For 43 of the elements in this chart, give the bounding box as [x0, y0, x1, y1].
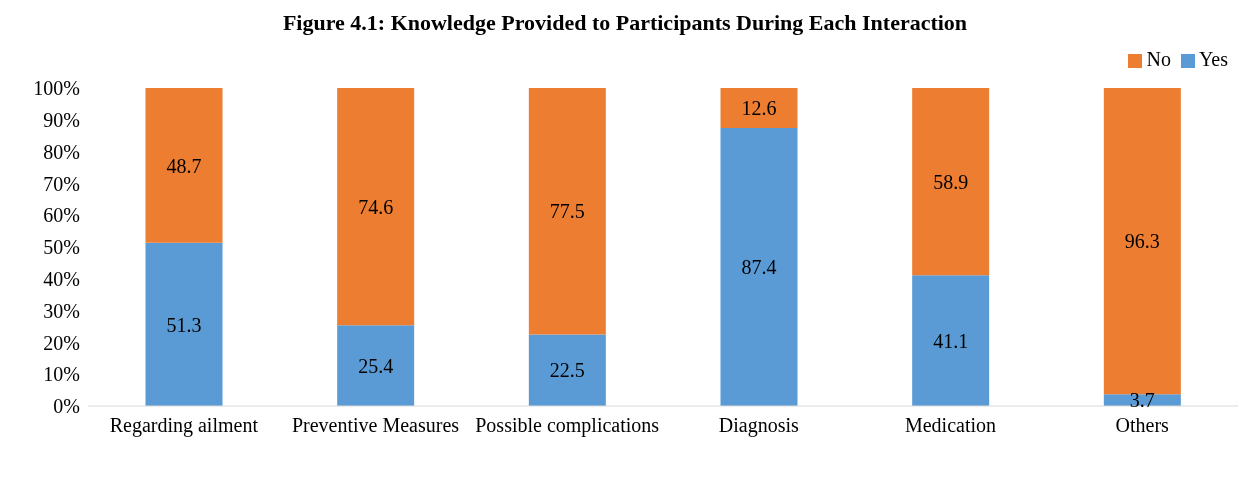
bar: [528, 334, 606, 406]
data-label: 77.5: [549, 200, 585, 223]
bar: [912, 88, 990, 276]
chart-title: Figure 4.1: Knowledge Provided to Participants During Each Interaction: [281, 9, 969, 37]
bar: [337, 325, 415, 406]
bar: [145, 88, 223, 243]
data-label: 51.3: [166, 313, 202, 336]
bar: [337, 88, 415, 326]
y-tick-label: 10%: [43, 363, 80, 386]
x-tick-label: Preventive Measures: [291, 414, 460, 437]
y-tick-label: 50%: [43, 236, 80, 259]
x-tick-label: Others: [1115, 414, 1170, 437]
y-tick-label: 40%: [43, 267, 80, 290]
y-tick-label: 0%: [53, 395, 80, 418]
data-label: 41.1: [933, 329, 969, 352]
data-label: 3.7: [1129, 389, 1155, 412]
legend-label: No: [1146, 48, 1171, 70]
y-tick-label: 20%: [43, 331, 80, 354]
bar: [720, 88, 798, 129]
bar: [1103, 88, 1181, 395]
bar: [145, 242, 223, 406]
data-label: 22.5: [549, 359, 585, 382]
data-label: 25.4: [358, 354, 394, 377]
bar: [528, 88, 606, 335]
data-label: 74.6: [358, 195, 394, 218]
y-tick-label: 70%: [43, 172, 80, 195]
x-tick-label: Possible complications: [475, 414, 660, 438]
x-tick-label: Regarding ailment: [109, 414, 259, 438]
data-label: 12.6: [741, 97, 777, 120]
bar: [912, 275, 990, 406]
data-label: 87.4: [741, 256, 777, 279]
y-tick-label: 60%: [43, 204, 80, 227]
bar: [720, 128, 798, 406]
x-tick-label: Diagnosis: [718, 414, 800, 438]
data-label: 96.3: [1124, 230, 1160, 253]
legend-label: Yes: [1198, 48, 1228, 70]
y-tick-label: 90%: [43, 108, 80, 131]
x-tick-label: Medication: [904, 414, 997, 437]
data-label: 58.9: [933, 170, 969, 193]
data-label: 48.7: [166, 154, 202, 177]
y-tick-label: 100%: [33, 77, 80, 100]
y-tick-label: 30%: [43, 299, 80, 322]
y-tick-label: 80%: [43, 140, 80, 163]
